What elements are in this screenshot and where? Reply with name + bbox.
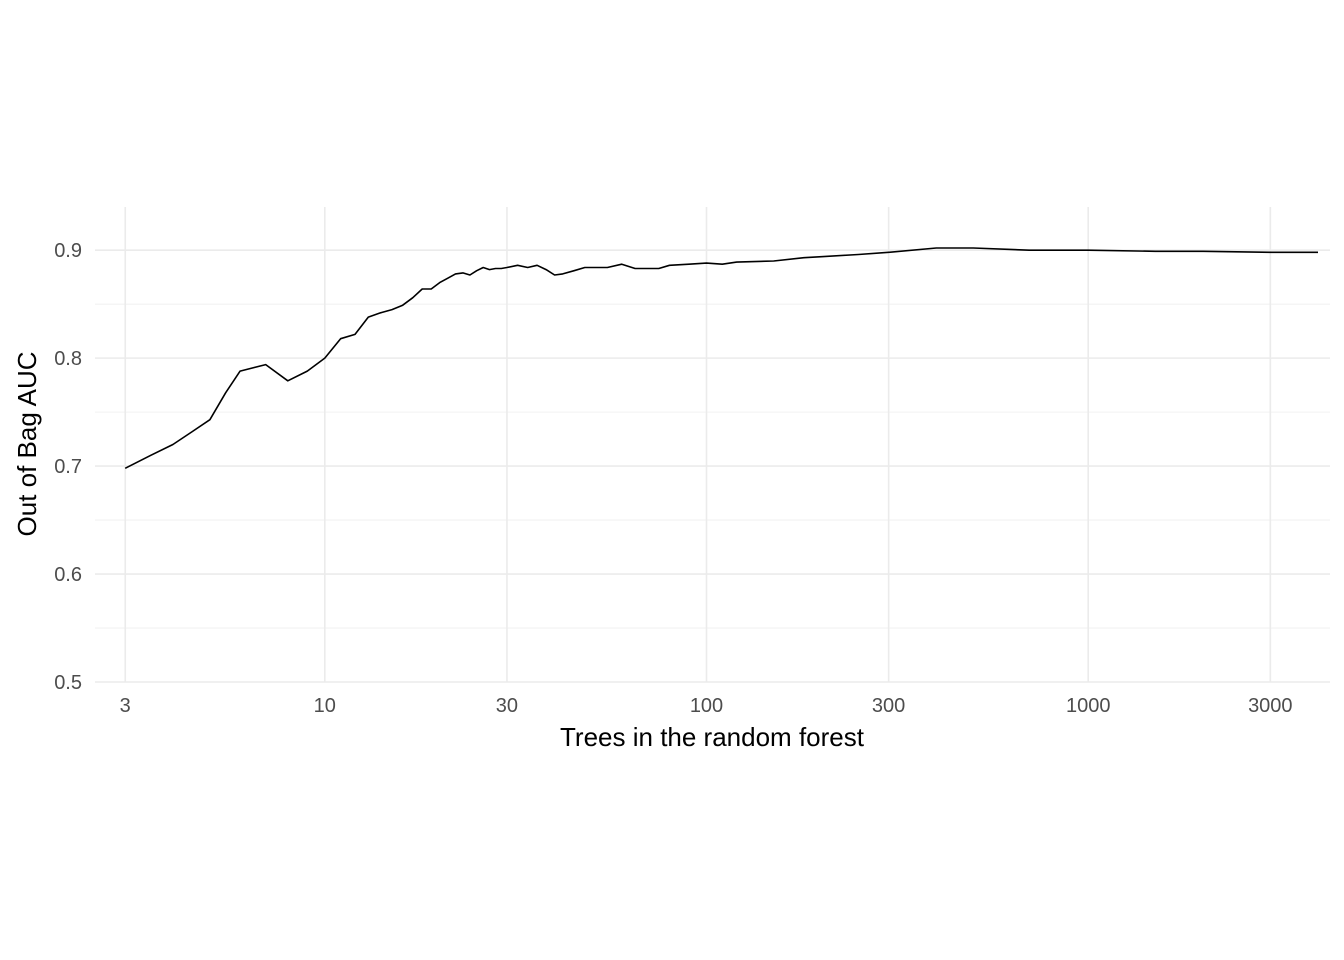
series-layer: [124, 247, 1318, 470]
y-tick-label: 0.5: [54, 672, 82, 694]
x-tick-label: 100: [690, 695, 723, 717]
x-tick-label: 3: [120, 695, 131, 717]
y-tick-label: 0.9: [54, 240, 82, 262]
x-tick-label: 10: [314, 695, 336, 717]
x-tick-label: 1000: [1066, 695, 1111, 717]
x-axis-tick-labels: 3 10 30 100 300 1000 3000: [120, 695, 1293, 717]
y-tick-label: 0.6: [54, 564, 82, 586]
major-gridlines: [95, 207, 1330, 683]
y-tick-label: 0.7: [54, 456, 82, 478]
x-tick-label: 3000: [1248, 695, 1293, 717]
y-tick-label: 0.8: [54, 348, 82, 370]
x-axis-title: Trees in the random forest: [560, 722, 865, 752]
minor-gridlines-y: [95, 303, 1330, 629]
y-axis-title: Out of Bag AUC: [12, 352, 42, 537]
x-tick-label: 300: [872, 695, 905, 717]
x-tick-label: 30: [496, 695, 518, 717]
y-axis-tick-labels: 0.5 0.6 0.7 0.8 0.9: [54, 240, 82, 694]
series-line: [124, 247, 1318, 470]
